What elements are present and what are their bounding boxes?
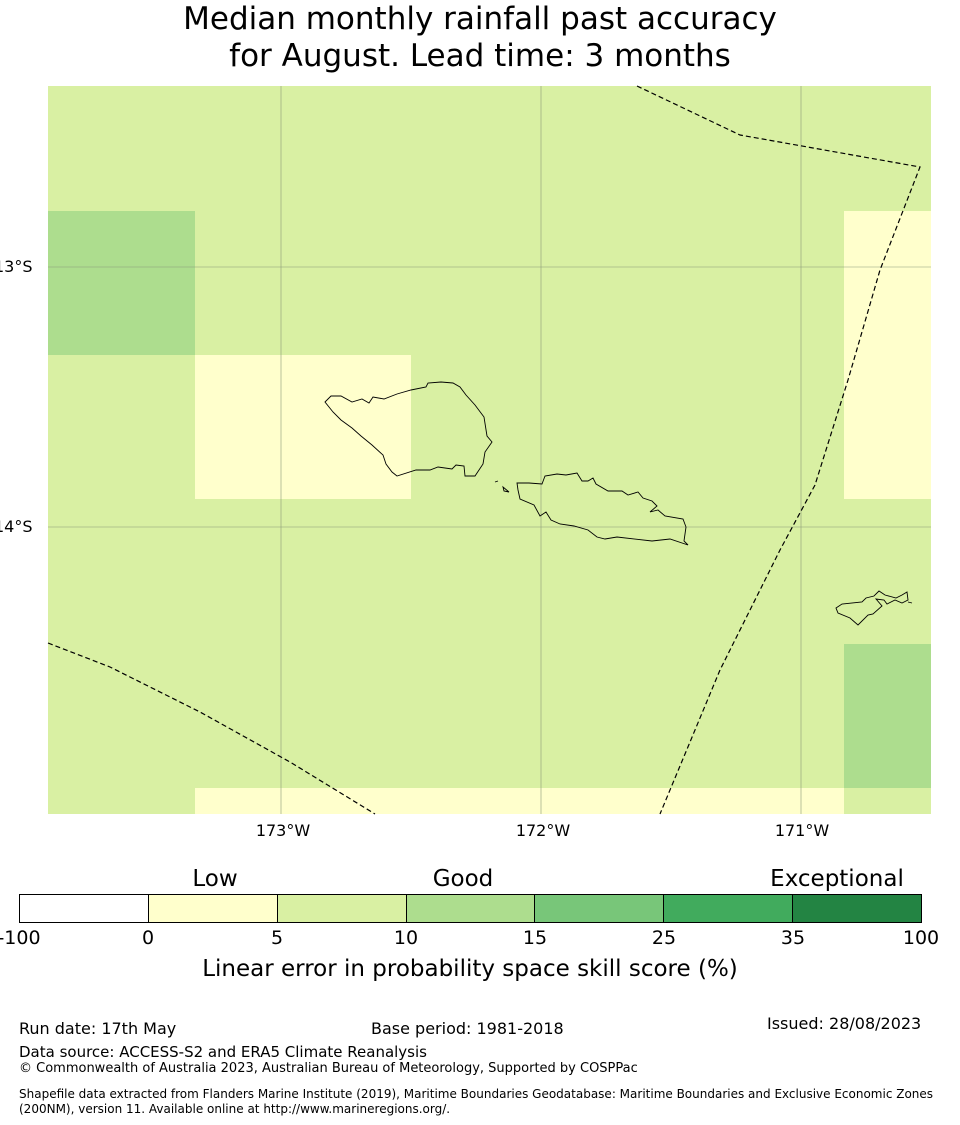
colorbar-segment-0-5 [148, 895, 278, 922]
map-graticule [48, 86, 931, 814]
map-cell-yellow-south [195, 788, 844, 814]
colorbar-tick: 35 [780, 927, 806, 949]
map-title-line-2: for August. Lead time: 3 months [229, 38, 731, 74]
eez-boundary-east [636, 85, 921, 815]
colorbar-tick: 5 [270, 927, 284, 949]
eez-boundary-south [47, 642, 376, 815]
base-period: Base period: 1981-2018 [371, 1019, 564, 1038]
colorbar-segment-25-35 [664, 895, 794, 922]
shapefile-credit-line-2: (200NM), version 11. Available online at… [19, 1102, 451, 1116]
map-background-cells [48, 86, 931, 814]
lon-label-171w: 171°W [774, 821, 830, 840]
skill-score-map [47, 85, 931, 815]
data-source: Data source: ACCESS-S2 and ERA5 Climate … [19, 1043, 427, 1061]
colorbar-tick: -100 [0, 927, 41, 949]
skill-score-colorbar [19, 894, 922, 923]
lon-label-172w: 172°W [515, 821, 571, 840]
colorbar-tick: 15 [522, 927, 548, 949]
colorbar-title: Linear error in probability space skill … [202, 956, 738, 982]
issued-date: Issued: 28/08/2023 [767, 1014, 922, 1033]
lon-label-173w: 173°W [255, 821, 311, 840]
upolu-island [516, 472, 689, 546]
lat-label-13s: 13°S [0, 257, 33, 276]
map-cell-green-nw [48, 211, 195, 355]
colorbar-segment-5-10 [277, 895, 407, 922]
map-title-line-1: Median monthly rainfall past accuracy [183, 1, 777, 37]
category-good-label: Good [432, 866, 494, 892]
maritime-boundaries [47, 85, 921, 815]
manono-island [502, 485, 510, 493]
shapefile-credit-line-1: Shapefile data extracted from Flanders M… [19, 1087, 934, 1101]
map-cell-green-se [844, 644, 931, 788]
run-date: Run date: 17th May [19, 1019, 177, 1038]
colorbar-tick: 10 [393, 927, 419, 949]
colorbar-segment-neg100-0 [20, 895, 149, 922]
colorbar-tick: 100 [902, 927, 940, 949]
category-low-label: Low [192, 866, 238, 892]
lat-label-14s: 14°S [0, 517, 33, 536]
category-exceptional-label: Exceptional [770, 866, 904, 892]
coastlines [324, 381, 913, 626]
colorbar-tick: 0 [141, 927, 155, 949]
map-cell-yellow-east [844, 211, 931, 499]
savaii-island [324, 381, 493, 477]
copyright-notice: © Commonwealth of Australia 2023, Austra… [19, 1061, 638, 1076]
map-cell-yellow-west [195, 355, 411, 499]
tutuila-island [835, 590, 909, 626]
colorbar-segment-10-15 [406, 895, 536, 922]
colorbar-segment-35-100 [793, 895, 922, 922]
colorbar-segment-15-25 [535, 895, 665, 922]
colorbar-tick: 25 [651, 927, 677, 949]
apolima-island [494, 480, 499, 483]
aunuu-island [907, 601, 913, 604]
